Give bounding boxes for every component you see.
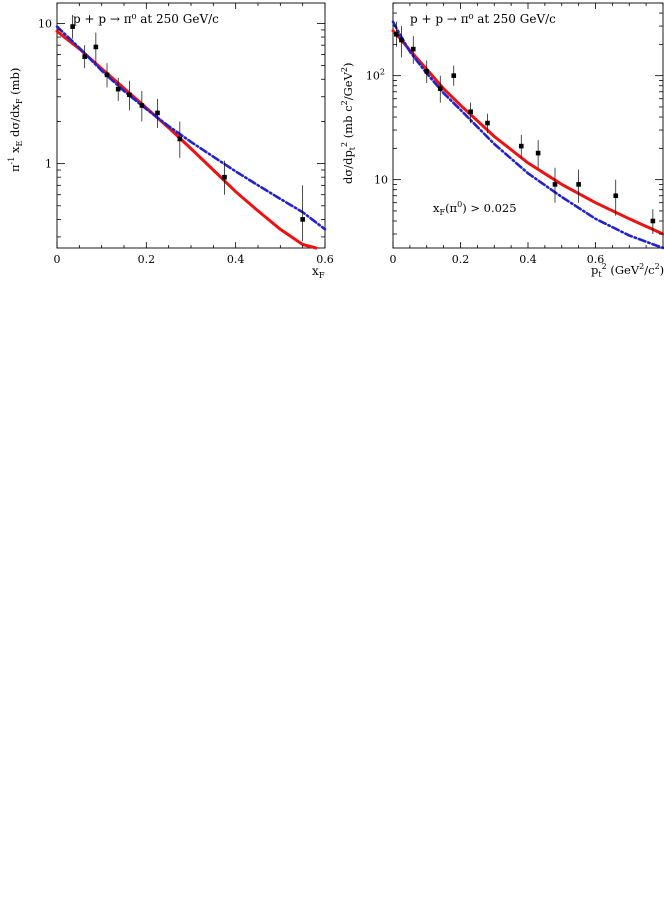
data-point — [650, 218, 656, 224]
model-curve-dashdot — [391, 20, 664, 250]
x-axis-label-main: x — [312, 264, 319, 278]
y-tick-label-exp: 2 — [380, 68, 385, 77]
data-point — [127, 92, 132, 98]
plot-frame-left — [56, 2, 326, 249]
data-point — [300, 217, 305, 222]
model-curves-right — [391, 20, 664, 250]
x-axis-label-left: xF — [312, 264, 325, 281]
x-tick-label: 0.4 — [519, 253, 537, 266]
data-point — [485, 120, 490, 126]
data-point — [104, 72, 110, 78]
panel-left-xf: 0 0.2 0.4 0.6 1 10 p + p → π⁰ at 250 GeV/c xF… — [7, 2, 334, 281]
data-point — [139, 103, 145, 108]
axis-ticks-left: 0 0.2 0.4 0.6 1 10 — [38, 3, 334, 266]
model-curve-dashdot — [55, 25, 327, 231]
model-curves-left — [55, 25, 327, 250]
data-point — [70, 24, 75, 29]
data-point — [410, 46, 416, 52]
data-point — [468, 109, 473, 115]
data-point — [437, 86, 443, 91]
data-points-left — [70, 14, 305, 242]
annotation-right: xF(π0) > 0.025 — [433, 200, 517, 217]
x-tick-label: 0.6 — [587, 253, 605, 266]
data-point — [177, 136, 183, 142]
model-curve-solid — [55, 29, 318, 250]
x-tick-label: 0.2 — [138, 253, 156, 266]
y-axis-label-left: π-1 xE dσ/dxF (mb) — [7, 68, 24, 172]
data-point — [451, 73, 457, 78]
data-point — [222, 174, 227, 180]
data-point — [552, 182, 558, 187]
data-point — [115, 86, 121, 92]
data-point — [82, 54, 87, 59]
x-tick-label: 0.6 — [316, 253, 334, 266]
data-point — [576, 182, 581, 187]
data-point — [424, 69, 430, 74]
x-axis-label-sub: F — [319, 271, 325, 281]
data-point — [613, 193, 619, 199]
y-tick-label: 1 — [45, 158, 52, 171]
y-tick-label: 102 — [366, 68, 385, 83]
data-point — [394, 31, 399, 37]
x-tick-label: 0.2 — [452, 253, 470, 266]
data-point — [93, 44, 99, 50]
x-tick-label: 0 — [390, 253, 397, 266]
data-point — [518, 143, 524, 149]
y-axis-label-right-text: dσ/dpt2 (mb c2/GeV2) — [340, 63, 357, 185]
annotation-right-text: xF(π0) > 0.025 — [433, 200, 517, 217]
chart-title-left: p + p → π⁰ at 250 GeV/c — [73, 12, 219, 26]
x-tick-label: 0 — [54, 253, 61, 266]
data-point — [155, 110, 160, 116]
y-axis-label-right: dσ/dpt2 (mb c2/GeV2) — [340, 63, 357, 185]
y-axis-label-text: π-1 xE dσ/dxF (mb) — [7, 68, 24, 172]
x-axis-label-right-text: pt2 (GeV2/c2) — [591, 262, 664, 279]
axis-ticks-right: 0 0.2 0.4 0.6 10 102 — [366, 2, 664, 266]
x-tick-label: 0.4 — [227, 253, 245, 266]
data-point — [535, 150, 541, 156]
y-tick-label: 10 — [374, 174, 388, 187]
data-point — [399, 37, 404, 43]
x-axis-label-text: xF — [312, 264, 325, 281]
y-tick-label: 10 — [38, 17, 52, 30]
x-axis-label-right: pt2 (GeV2/c2) — [591, 262, 664, 279]
chart-title-right: p + p → π⁰ at 250 GeV/c — [410, 12, 556, 26]
